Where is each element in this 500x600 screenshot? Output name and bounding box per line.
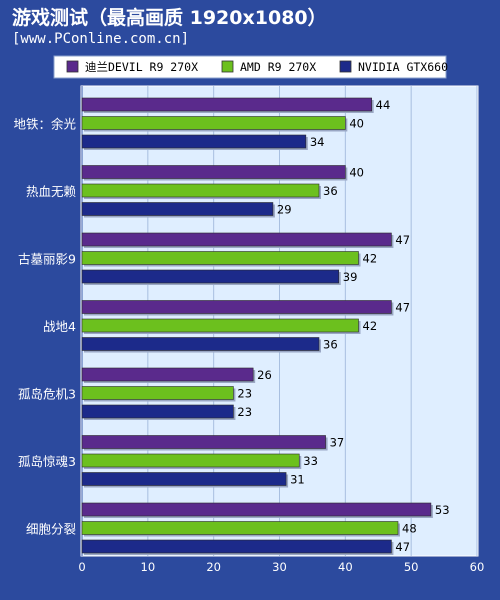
bar-4-0 (81, 367, 254, 382)
bar-1-2 (81, 202, 274, 216)
category-label-0: 地铁：余光 (13, 117, 76, 132)
data-label-2-1: 42 (363, 252, 378, 266)
data-label-1-1: 36 (323, 184, 338, 198)
bar-4-1 (81, 386, 234, 400)
legend: 迪兰DEVIL R9 270X AMD R9 270X NVIDIA GTX660 (53, 55, 448, 79)
bar-2-0 (81, 232, 392, 247)
data-label-4-1: 23 (237, 387, 252, 401)
data-label-0-1: 40 (349, 117, 364, 131)
bar-6-2 (81, 539, 392, 554)
bar-5-0 (81, 435, 326, 449)
x-tick-label-30: 30 (272, 560, 287, 574)
category-label-2: 古墓丽影9 (18, 252, 76, 267)
bar-6-0 (81, 502, 432, 517)
legend-swatch-0 (66, 60, 79, 73)
legend-swatch-1 (221, 60, 234, 73)
bar-3-2 (81, 337, 320, 351)
chart-title: 游戏测试（最高画质 1920x1080） (12, 6, 327, 29)
x-tick-label-50: 50 (404, 560, 419, 574)
x-tick-labels: 0 10 20 30 40 50 60 (78, 560, 484, 574)
bar-2-1 (81, 251, 359, 265)
bar-1-0 (81, 165, 346, 179)
data-label-2-2: 39 (343, 270, 358, 284)
category-label-1: 热血无赖 (26, 184, 77, 199)
x-tick-label-10: 10 (141, 560, 156, 574)
data-label-6-0: 53 (435, 503, 450, 517)
bar-0-2 (81, 134, 307, 149)
bar-0-1 (81, 116, 346, 130)
data-label-0-2: 34 (310, 135, 325, 149)
x-tick-label-60: 60 (470, 560, 485, 574)
bar-2-2 (81, 269, 340, 284)
data-label-5-0: 37 (330, 436, 345, 450)
data-label-0-0: 44 (376, 98, 391, 112)
data-label-4-0: 26 (257, 368, 272, 382)
data-label-6-1: 48 (402, 522, 417, 536)
data-label-2-0: 47 (395, 233, 410, 247)
data-label-6-2: 47 (395, 540, 410, 554)
data-label-4-2: 23 (237, 405, 252, 419)
data-label-5-2: 31 (290, 473, 305, 487)
data-label-3-2: 36 (323, 338, 338, 352)
data-label-3-1: 42 (363, 319, 378, 333)
data-label-3-0: 47 (395, 301, 410, 315)
data-label-5-1: 33 (303, 454, 318, 468)
legend-label-2: NVIDIA GTX660 (358, 60, 448, 74)
bar-3-0 (81, 300, 392, 314)
bar-1-1 (81, 183, 320, 198)
chart-subtitle: [www.PConline.com.cn] (12, 31, 189, 47)
legend-label-1: AMD R9 270X (240, 60, 316, 74)
bar-0-0 (81, 97, 372, 112)
bars: 44 40 34 40 36 29 47 42 39 47 42 36 26 23 23 37 33 31 53 48… (81, 97, 450, 555)
category-label-4: 孤岛危机3 (18, 387, 76, 402)
x-tick-label-0: 0 (78, 560, 85, 574)
legend-label-0: 迪兰DEVIL R9 270X (85, 60, 198, 74)
bar-5-1 (81, 453, 300, 468)
bar-3-1 (81, 318, 359, 333)
x-tick-label-20: 20 (206, 560, 221, 574)
bar-5-2 (81, 472, 287, 486)
category-label-5: 孤岛惊魂3 (18, 454, 76, 469)
legend-swatch-2 (339, 60, 352, 73)
data-label-1-0: 40 (349, 166, 364, 180)
data-label-1-2: 29 (277, 203, 292, 217)
bar-4-2 (81, 404, 234, 419)
category-label-6: 细胞分裂 (26, 522, 76, 537)
category-label-3: 战地4 (43, 319, 76, 334)
x-tick-label-40: 40 (338, 560, 353, 574)
bar-6-1 (81, 521, 399, 535)
